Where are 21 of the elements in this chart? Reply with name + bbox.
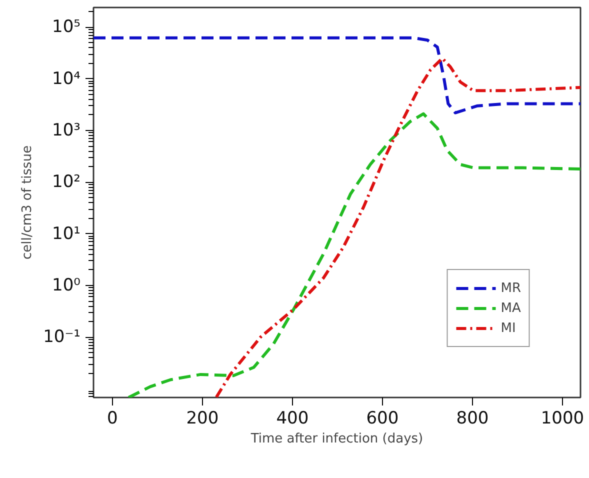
line-series: [214, 56, 580, 398]
x-tick-label: 400: [276, 408, 309, 428]
legend-label: MI: [500, 320, 517, 336]
y-tick-label: 10⁰: [52, 276, 81, 296]
y-tick-label: 10³: [52, 120, 81, 140]
x-tick-label: 600: [366, 408, 399, 428]
x-tick-label: 1000: [540, 408, 584, 428]
line-series: [127, 112, 580, 398]
legend-label: MR: [500, 280, 521, 296]
x-tick-label: 800: [456, 408, 489, 428]
y-tick-label: 10⁵: [52, 17, 81, 38]
x-tick-label: 0: [106, 408, 118, 428]
x-tick-label: 200: [186, 408, 219, 428]
y-tick-label: 10⁴: [52, 68, 81, 89]
y-axis-title: cell/cm3 of tissue: [20, 145, 36, 260]
x-axis-title: Time after infection (days): [250, 432, 424, 446]
y-tick-label: 10⁻¹: [43, 327, 80, 348]
y-tick-label: 10²: [52, 172, 81, 192]
legend-label: MA: [500, 300, 521, 316]
y-tick-label: 10¹: [52, 224, 81, 244]
line-series: [94, 36, 580, 114]
